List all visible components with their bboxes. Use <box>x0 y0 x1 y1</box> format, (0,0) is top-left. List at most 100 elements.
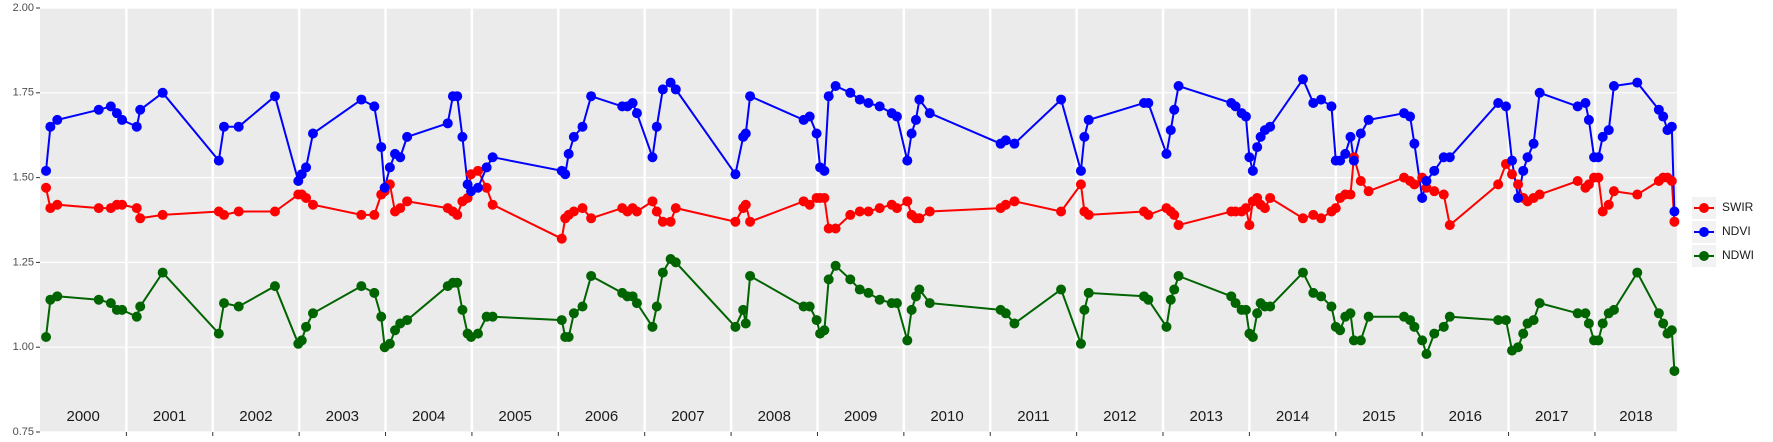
data-point <box>819 165 830 176</box>
data-point <box>1444 220 1455 231</box>
data-point <box>1583 318 1594 329</box>
data-point <box>740 128 751 139</box>
data-point <box>1000 135 1011 146</box>
data-point <box>45 121 56 132</box>
data-point <box>1608 81 1619 92</box>
data-point <box>52 199 63 210</box>
data-point <box>369 101 380 112</box>
data-point <box>1240 111 1251 122</box>
data-point <box>1297 74 1308 85</box>
year-label: 2004 <box>412 408 445 425</box>
data-point <box>647 321 658 332</box>
data-point <box>1500 315 1511 326</box>
data-point <box>811 315 822 326</box>
data-point <box>213 155 224 166</box>
data-point <box>651 301 662 312</box>
data-point <box>1000 308 1011 319</box>
data-point <box>1444 152 1455 163</box>
data-point <box>1363 114 1374 125</box>
data-point <box>577 121 588 132</box>
data-point <box>1075 338 1086 349</box>
data-point <box>914 284 925 295</box>
data-point <box>1330 203 1341 214</box>
y-tick-label: 0.75 <box>13 426 34 438</box>
data-point <box>1326 301 1337 312</box>
data-point <box>1240 203 1251 214</box>
data-point <box>301 192 312 203</box>
data-point <box>487 199 498 210</box>
data-point <box>1421 348 1432 359</box>
data-point <box>1009 318 1020 329</box>
data-point <box>1316 94 1327 105</box>
data-point <box>563 148 574 159</box>
data-point <box>1528 138 1539 149</box>
data-point <box>1355 335 1366 346</box>
data-point <box>1161 321 1172 332</box>
data-point <box>577 203 588 214</box>
data-point <box>819 192 830 203</box>
data-point <box>1345 189 1356 200</box>
data-point <box>402 131 413 142</box>
data-point <box>1500 101 1511 112</box>
data-point <box>356 281 367 292</box>
data-point <box>914 213 925 224</box>
data-point <box>845 274 856 285</box>
legend-key-point <box>1699 227 1709 237</box>
data-point <box>1438 321 1449 332</box>
data-point <box>1345 308 1356 319</box>
data-point <box>395 152 406 163</box>
data-point <box>1417 335 1428 346</box>
data-point <box>269 281 280 292</box>
data-point <box>41 332 52 343</box>
data-point <box>1265 301 1276 312</box>
data-point <box>105 298 116 309</box>
year-label: 2005 <box>498 408 531 425</box>
year-label: 2003 <box>326 408 359 425</box>
data-point <box>111 108 122 119</box>
data-point <box>845 209 856 220</box>
data-point <box>1009 138 1020 149</box>
data-point <box>730 321 741 332</box>
data-point <box>740 318 751 329</box>
data-point <box>823 223 834 234</box>
data-point <box>1252 308 1263 319</box>
data-point <box>105 101 116 112</box>
data-point <box>1417 192 1428 203</box>
y-tick-label: 1.25 <box>13 256 34 268</box>
data-point <box>665 77 676 88</box>
y-tick-label: 1.00 <box>13 341 34 353</box>
data-point <box>1608 304 1619 315</box>
data-point <box>657 216 668 227</box>
data-point <box>356 209 367 220</box>
data-point <box>1363 186 1374 197</box>
year-label: 2006 <box>585 408 618 425</box>
data-point <box>657 267 668 278</box>
data-point <box>1169 284 1180 295</box>
data-point <box>647 196 658 207</box>
data-point <box>93 104 104 115</box>
data-point <box>1632 189 1643 200</box>
year-label: 2014 <box>1276 408 1309 425</box>
data-point <box>157 267 168 278</box>
data-point <box>1308 97 1319 108</box>
data-point <box>665 216 676 227</box>
data-point <box>219 121 230 132</box>
year-label: 2001 <box>153 408 186 425</box>
data-point <box>1513 192 1524 203</box>
data-point <box>924 298 935 309</box>
data-point <box>472 165 483 176</box>
data-point <box>823 91 834 102</box>
data-point <box>1493 97 1504 108</box>
data-point <box>854 284 865 295</box>
data-point <box>1265 121 1276 132</box>
year-label: 2007 <box>671 408 704 425</box>
data-point <box>627 97 638 108</box>
data-point <box>452 91 463 102</box>
data-point <box>891 298 902 309</box>
year-label: 2002 <box>239 408 272 425</box>
data-point <box>1405 111 1416 122</box>
data-point <box>1632 77 1643 88</box>
data-point <box>379 182 390 193</box>
data-point <box>854 206 865 217</box>
data-point <box>1653 308 1664 319</box>
